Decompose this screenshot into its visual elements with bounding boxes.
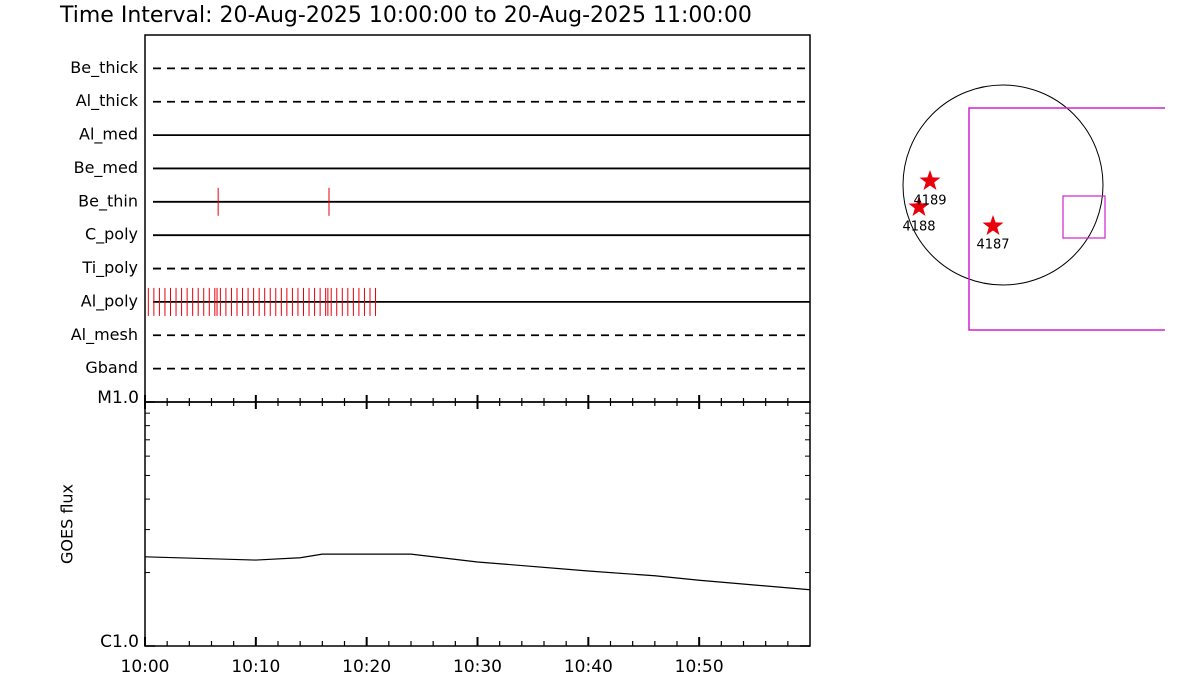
region-marker bbox=[982, 215, 1004, 235]
x-tick-label: 10:30 bbox=[453, 657, 502, 677]
y-axis-label: GOES flux bbox=[58, 484, 77, 564]
row-label: Be_thick bbox=[70, 58, 138, 78]
region-label: 4187 bbox=[976, 238, 1009, 253]
row-label: Al_med bbox=[79, 125, 138, 145]
region-marker bbox=[919, 170, 941, 190]
x-tick-label: 10:20 bbox=[342, 657, 391, 677]
sun-map: 4189 4188 4187 bbox=[902, 84, 1165, 331]
region-label: 4188 bbox=[902, 220, 935, 235]
y-tick-label: M1.0 bbox=[97, 388, 139, 408]
x-tick-label: 10:50 bbox=[675, 657, 724, 677]
row-label: Al_mesh bbox=[71, 325, 138, 345]
solar-disk bbox=[902, 84, 1104, 286]
row-label: Ti_poly bbox=[81, 258, 138, 278]
row-label: C_poly bbox=[85, 225, 138, 245]
row-label: Gband bbox=[85, 358, 138, 377]
region-label: 4189 bbox=[913, 194, 946, 209]
y-tick-label: C1.0 bbox=[100, 632, 139, 652]
x-tick-label: 10:00 bbox=[121, 657, 170, 677]
row-label: Al_thick bbox=[76, 91, 139, 111]
row-label: Al_poly bbox=[81, 291, 138, 311]
fov-small bbox=[1062, 195, 1106, 239]
x-tick-label: 10:10 bbox=[231, 657, 280, 677]
chart-title: Time Interval: 20-Aug-2025 10:00:00 to 2… bbox=[59, 3, 752, 28]
row-label: Be_med bbox=[74, 158, 138, 178]
region-marker bbox=[908, 196, 930, 216]
row-label: Be_thin bbox=[78, 191, 138, 211]
fov-large bbox=[968, 107, 1165, 331]
goes-panel bbox=[144, 401, 811, 647]
filter-panel bbox=[144, 34, 811, 403]
x-tick-label: 10:40 bbox=[564, 657, 613, 677]
goes-line bbox=[144, 553, 811, 591]
